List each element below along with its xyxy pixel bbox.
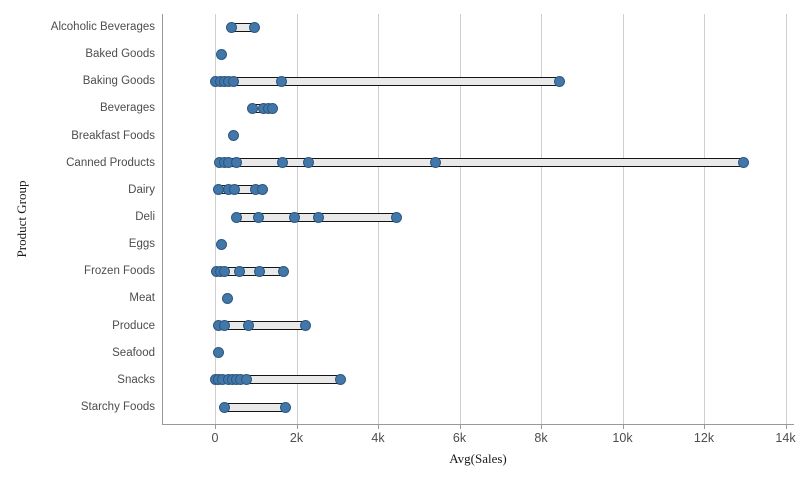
gridline (541, 14, 542, 424)
gridline (704, 14, 705, 424)
gridline (622, 14, 624, 424)
data-point[interactable] (252, 211, 264, 223)
data-point[interactable] (302, 157, 314, 169)
data-point[interactable] (228, 184, 240, 196)
x-tick-label: 0 (211, 431, 219, 445)
y-axis-label-alcoholic-beverages: Alcoholic Beverages (50, 21, 155, 33)
data-point[interactable] (218, 401, 230, 413)
data-point[interactable] (391, 211, 403, 223)
range-bar[interactable] (212, 76, 563, 86)
x-tick-label: 2k (289, 431, 304, 445)
data-point[interactable] (226, 21, 238, 33)
x-tick-label: 4k (371, 431, 385, 445)
data-point[interactable] (279, 401, 291, 413)
data-point[interactable] (256, 184, 268, 196)
data-point[interactable] (289, 211, 300, 223)
y-axis-title: Product Group (14, 180, 29, 258)
x-axis-line (162, 424, 794, 425)
x-tick-mark (622, 424, 624, 429)
x-tick-label: 6k (452, 431, 467, 445)
data-point[interactable] (430, 157, 442, 169)
range-bar[interactable] (215, 321, 309, 331)
data-point[interactable] (230, 157, 242, 169)
x-tick-mark (785, 424, 787, 429)
data-point[interactable] (278, 265, 289, 277)
data-point[interactable] (218, 320, 230, 332)
data-point[interactable] (277, 157, 289, 169)
y-axis-label-produce: Produce (112, 319, 155, 332)
range-bar[interactable] (216, 158, 747, 168)
data-point[interactable] (231, 211, 243, 223)
data-point[interactable] (267, 102, 278, 114)
x-axis-title: Avg(Sales) (449, 451, 507, 466)
x-tick-mark (296, 424, 298, 429)
y-axis-label-snacks: Snacks (117, 373, 155, 386)
x-tick-mark (541, 424, 542, 429)
y-axis-label-baking-goods: Baking Goods (82, 75, 155, 88)
gridline (215, 14, 216, 424)
data-point[interactable] (334, 374, 346, 386)
x-tick-mark (215, 424, 216, 429)
x-tick-label: 12k (693, 431, 715, 445)
y-axis-label-breakfast-foods: Breakfast Foods (71, 129, 155, 142)
x-tick-mark (704, 424, 705, 429)
data-point[interactable] (275, 75, 287, 87)
x-tick-mark (459, 424, 461, 429)
data-point[interactable] (553, 75, 565, 87)
y-axis-label-dairy: Dairy (128, 183, 155, 196)
data-point[interactable] (227, 130, 239, 142)
data-point[interactable] (737, 157, 749, 169)
data-point[interactable] (241, 374, 253, 386)
y-axis-label-deli: Deli (135, 211, 155, 223)
y-axis-label-canned-products: Canned Products (66, 156, 155, 169)
data-point[interactable] (299, 320, 311, 332)
x-tick-label: 14k (775, 431, 796, 445)
x-tick-label: 8k (534, 431, 548, 445)
data-point[interactable] (218, 265, 230, 277)
y-axis-label-starchy-foods: Starchy Foods (80, 401, 155, 413)
data-point[interactable] (313, 211, 325, 223)
data-point[interactable] (247, 102, 258, 114)
data-point[interactable] (242, 320, 254, 332)
y-axis-line (162, 14, 163, 425)
data-point[interactable] (215, 238, 227, 250)
range-bar[interactable] (221, 402, 289, 412)
data-point[interactable] (227, 75, 239, 87)
data-point[interactable] (215, 48, 227, 60)
data-point[interactable] (221, 292, 233, 304)
y-axis-label-seafood: Seafood (112, 346, 155, 359)
data-point[interactable] (234, 265, 246, 277)
gridline (459, 14, 461, 424)
data-point[interactable] (212, 347, 224, 359)
data-point[interactable] (248, 21, 260, 33)
y-axis-label-meat: Meat (129, 292, 155, 305)
data-point[interactable] (253, 265, 265, 277)
gridline (785, 14, 787, 424)
x-tick-label: 10k (612, 431, 633, 445)
y-axis-label-eggs: Eggs (128, 238, 155, 251)
y-axis-label-beverages: Beverages (100, 102, 155, 115)
x-tick-mark (378, 424, 379, 429)
y-axis-label-frozen-foods: Frozen Foods (84, 265, 155, 278)
y-axis-label-baked-goods: Baked Goods (85, 48, 155, 61)
